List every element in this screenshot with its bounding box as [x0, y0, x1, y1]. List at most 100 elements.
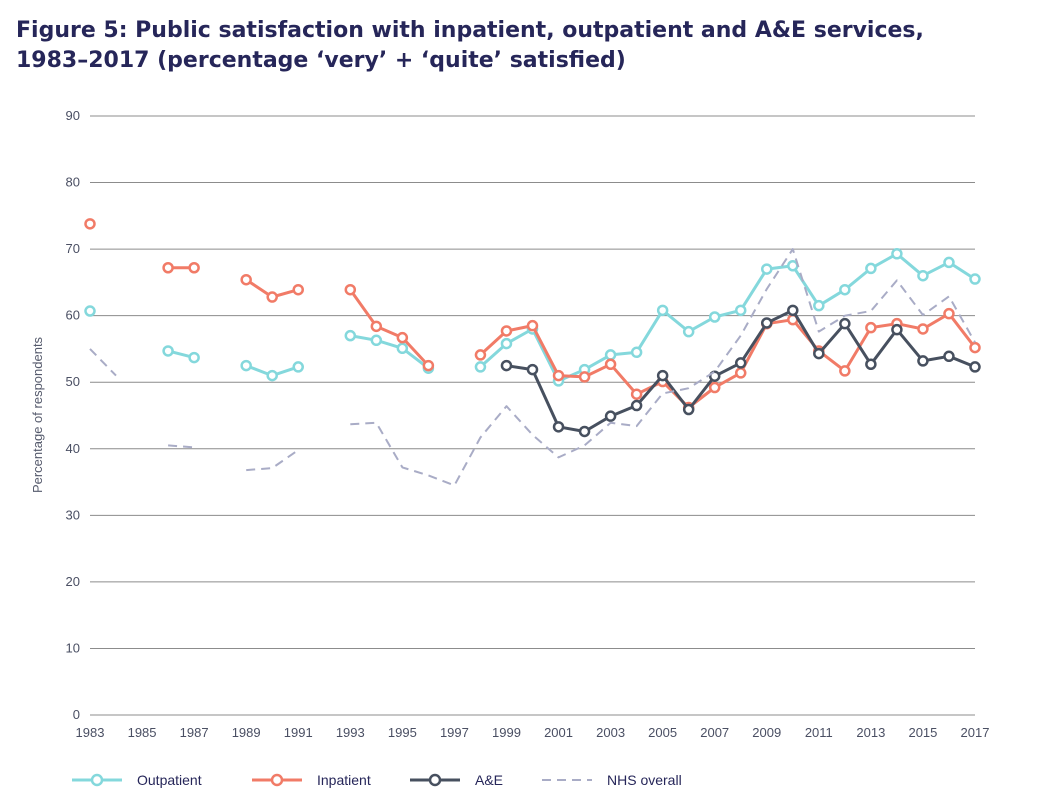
- x-tick-label-1993: 1993: [336, 725, 365, 740]
- point-ae-2006: [682, 403, 695, 416]
- y-tick-label-0: 0: [73, 707, 80, 722]
- series-line-nhs-3: [350, 248, 976, 487]
- legend-item-outpatient: Outpatient: [72, 772, 202, 788]
- point-outpatient-1987: [188, 351, 200, 364]
- point-ae-2001: [552, 421, 565, 433]
- point-outpatient-1994: [370, 334, 383, 347]
- point-outpatient-2008: [734, 304, 747, 317]
- x-tick-label-1991: 1991: [284, 725, 313, 740]
- x-tick-label-1987: 1987: [180, 725, 209, 740]
- point-outpatient-2011: [813, 299, 825, 312]
- x-tick-label-1997: 1997: [440, 725, 469, 740]
- point-inpatient-1987: [188, 261, 200, 274]
- point-outpatient-2015: [917, 269, 929, 282]
- chart-title-line-2: 1983–2017 (percentage ‘very’ + ‘quite’ s…: [16, 48, 626, 73]
- point-inpatient-1998: [474, 349, 487, 361]
- point-outpatient-1995: [396, 342, 409, 355]
- y-tick-label-90: 90: [66, 108, 80, 123]
- point-inpatient-1986: [162, 261, 174, 274]
- series-layer: [84, 218, 981, 487]
- point-ae-2015: [917, 355, 929, 367]
- series-line-nhs-2: [246, 449, 299, 472]
- series-line-outpatient-3: [348, 334, 430, 370]
- point-inpatient-1989: [240, 273, 252, 286]
- point-outpatient-1993: [344, 329, 357, 342]
- x-tick-label-2015: 2015: [908, 725, 937, 740]
- point-inpatient-2000: [526, 319, 539, 332]
- y-tick-label-80: 80: [66, 175, 80, 190]
- point-outpatient-2006: [682, 325, 695, 338]
- x-tick-label-2001: 2001: [544, 725, 573, 740]
- point-outpatient-1999: [500, 337, 513, 350]
- point-inpatient-1993: [344, 283, 357, 296]
- point-ae-2008: [734, 357, 747, 369]
- legend-item-inpatient: Inpatient: [252, 772, 371, 788]
- series-ae: [500, 304, 981, 438]
- point-outpatient-2007: [708, 311, 721, 323]
- series-line-outpatient-4: [478, 252, 977, 383]
- legend-item-ae: A&E: [410, 772, 503, 788]
- point-outpatient-1998: [474, 361, 487, 373]
- series-line-inpatient-3: [348, 288, 430, 368]
- point-inpatient-1983: [84, 218, 96, 230]
- legend-marker-ae: [428, 773, 442, 787]
- x-tick-label-1983: 1983: [76, 725, 105, 740]
- point-inpatient-1990: [266, 291, 278, 303]
- x-tick-label-1985: 1985: [128, 725, 157, 740]
- y-tick-label-70: 70: [66, 241, 80, 256]
- x-tick-label-1999: 1999: [492, 725, 521, 740]
- point-outpatient-2013: [865, 262, 877, 275]
- point-ae-2002: [578, 425, 591, 438]
- point-outpatient-2004: [630, 346, 643, 359]
- point-ae-2004: [630, 399, 643, 412]
- chart-title: Figure 5: Public satisfaction with inpat…: [16, 16, 1016, 76]
- point-ae-2011: [813, 347, 825, 360]
- gridlines: [90, 115, 975, 716]
- point-outpatient-2003: [604, 349, 617, 361]
- y-tick-label-10: 10: [66, 640, 80, 655]
- x-tick-label-2009: 2009: [752, 725, 781, 740]
- x-tick-label-2005: 2005: [648, 725, 677, 740]
- legend-label-ae: A&E: [475, 772, 503, 788]
- series-outpatient: [84, 248, 981, 387]
- x-axis-ticks: 1983 1985 1987 1989 1991 1993 1995 1997 1999 2001…: [76, 725, 990, 740]
- point-inpatient-2003: [604, 358, 617, 371]
- x-tick-label-1995: 1995: [388, 725, 417, 740]
- point-outpatient-1986: [162, 345, 174, 357]
- point-outpatient-2009: [761, 263, 773, 275]
- legend-marker-inpatient: [270, 773, 284, 787]
- point-inpatient-2012: [839, 365, 851, 377]
- point-outpatient-1989: [240, 359, 252, 372]
- point-ae-2014: [891, 323, 903, 336]
- point-inpatient-2015: [917, 323, 929, 335]
- x-tick-label-2003: 2003: [596, 725, 625, 740]
- point-inpatient-1991: [292, 283, 304, 296]
- y-tick-label-40: 40: [66, 441, 80, 456]
- point-outpatient-2017: [969, 273, 981, 285]
- x-tick-label-2013: 2013: [856, 725, 885, 740]
- point-ae-2000: [526, 363, 539, 376]
- y-tick-label-50: 50: [66, 374, 80, 389]
- point-inpatient-2001: [552, 369, 565, 382]
- legend-marker-outpatient: [90, 773, 104, 787]
- x-tick-label-2007: 2007: [700, 725, 729, 740]
- legend-label-outpatient: Outpatient: [137, 772, 202, 788]
- point-ae-1999: [500, 359, 513, 372]
- legend-label-nhs: NHS overall: [607, 772, 682, 788]
- chart-title-line-1: Figure 5: Public satisfaction with inpat…: [16, 18, 924, 43]
- point-ae-2013: [865, 358, 877, 371]
- y-axis-title: Percentage of respondents: [30, 336, 45, 493]
- x-tick-label-1989: 1989: [232, 725, 261, 740]
- point-ae-2016: [943, 350, 955, 363]
- point-outpatient-2016: [943, 256, 955, 269]
- point-outpatient-1983: [84, 305, 96, 317]
- point-outpatient-2012: [839, 283, 851, 296]
- point-inpatient-2007: [708, 381, 721, 394]
- point-outpatient-2014: [891, 248, 903, 260]
- point-inpatient-2013: [865, 321, 877, 334]
- series-line-nhs-0: [89, 348, 117, 377]
- y-tick-label-20: 20: [66, 574, 80, 589]
- y-tick-label-60: 60: [66, 308, 80, 323]
- point-inpatient-1996: [422, 359, 435, 372]
